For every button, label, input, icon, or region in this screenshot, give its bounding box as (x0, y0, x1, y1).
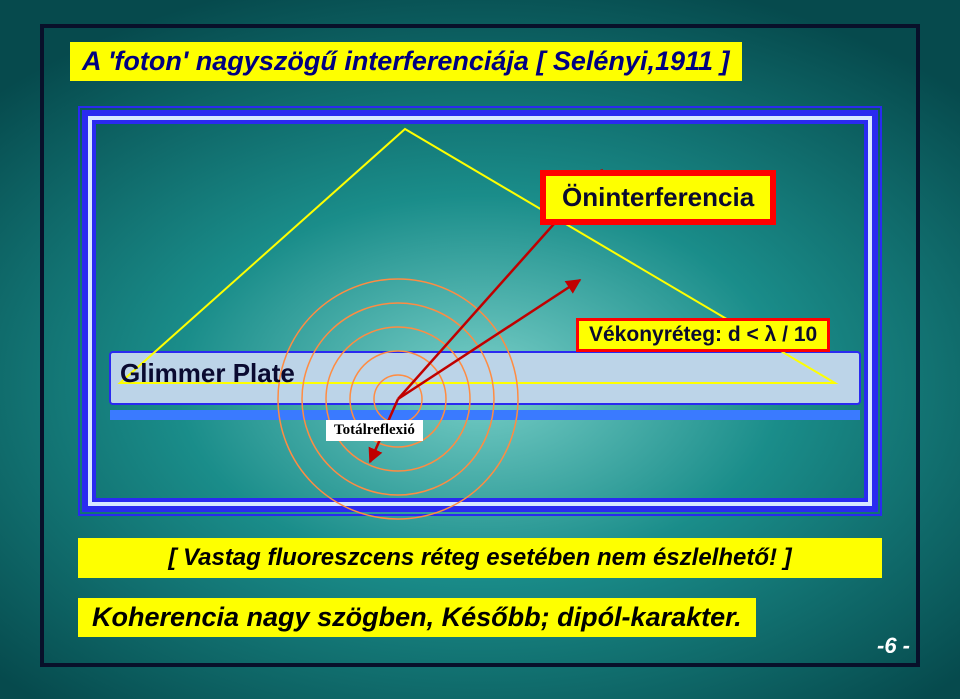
slide: A 'foton' nagyszögű interferenciája [ Se… (0, 0, 960, 699)
label-glimmer-plate: Glimmer Plate (120, 358, 295, 389)
label-oninterferencia: Öninterferencia (540, 170, 776, 225)
footer-box: Koherencia nagy szögben, Később; dipól-k… (78, 598, 756, 637)
label-vekonyreteg: Vékonyréteg: d < λ / 10 (576, 318, 830, 352)
note-box: [ Vastag fluoreszcens réteg esetében nem… (78, 538, 882, 578)
diagram-frame (78, 106, 882, 516)
slide-title: A 'foton' nagyszögű interferenciája [ Se… (70, 42, 742, 81)
label-totalreflexio: Totálreflexió (326, 420, 423, 441)
page-number: -6 - (877, 633, 910, 659)
